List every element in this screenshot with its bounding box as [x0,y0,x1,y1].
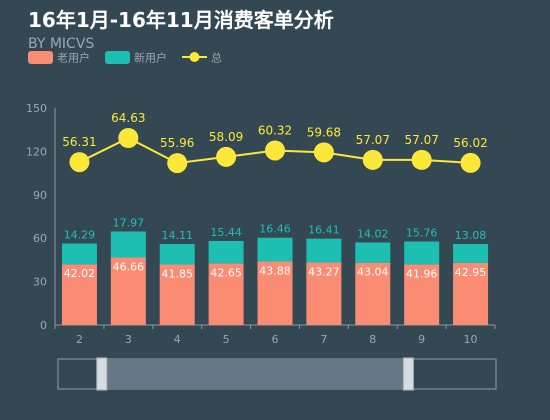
x-tick-label-2: 2 [76,333,83,346]
label-old-users-10: 42.95 [455,266,487,279]
label-old-users-9: 41.96 [406,267,438,280]
x-tick-label-6: 6 [272,333,279,346]
label-total-8: 57.07 [356,133,390,147]
x-tick-label-8: 8 [369,333,376,346]
bar-new-users-2[interactable] [61,243,97,265]
bar-new-users-4[interactable] [159,244,195,265]
label-total-2: 56.31 [62,135,96,149]
legend-old-users-label[interactable]: 老用户 [57,51,90,65]
x-tick-label-10: 10 [464,333,478,346]
bar-old-users-8[interactable] [355,262,391,325]
label-new-users-5: 15.44 [210,226,242,239]
label-old-users-2: 42.02 [64,267,96,280]
y-tick-label-120: 120 [26,145,47,158]
x-tick-label-4: 4 [174,333,181,346]
label-old-users-6: 43.88 [259,265,291,278]
bar-old-users-2[interactable] [61,264,97,325]
bar-old-users-9[interactable] [404,264,440,325]
y-tick-label-0: 0 [40,319,47,332]
legend-total-label[interactable]: 总 [211,51,222,65]
zoom-slider-selection[interactable] [101,359,409,389]
y-tick-label-90: 90 [33,189,47,202]
chart-subtitle: BY MICVS [28,36,95,52]
bar-new-users-6[interactable] [257,237,293,262]
legend-new-users-label[interactable]: 新用户 [134,51,167,65]
bar-old-users-3[interactable] [110,257,146,325]
x-tick-label-5: 5 [223,333,230,346]
bar-old-users-6[interactable] [257,261,293,325]
point-total-9[interactable] [411,149,432,170]
point-total-3[interactable] [118,128,139,149]
label-total-3: 64.63 [111,111,145,125]
label-old-users-3: 46.66 [113,260,145,273]
bar-old-users-10[interactable] [453,262,489,325]
point-total-6[interactable] [265,140,285,161]
point-total-10[interactable] [460,152,481,173]
bar-old-users-5[interactable] [208,263,244,325]
x-tick-label-7: 7 [320,333,327,346]
label-new-users-3: 17.97 [113,217,145,230]
label-old-users-8: 43.04 [357,266,389,279]
point-total-2[interactable] [69,152,90,173]
bar-old-users-7[interactable] [306,262,342,325]
label-old-users-5: 42.65 [210,266,242,279]
point-total-7[interactable] [313,142,334,163]
x-tick-label-9: 9 [418,333,425,346]
x-tick-label-3: 3 [125,333,132,346]
bar-new-users-10[interactable] [453,243,489,263]
bar-new-users-7[interactable] [306,238,342,263]
point-total-4[interactable] [167,153,188,174]
label-total-6: 60.32 [258,123,292,137]
y-tick-label-150: 150 [26,102,47,115]
chart-title: 16年1月-16年11月消费客单分析 [28,8,334,32]
zoom-slider-start-handle[interactable] [96,357,108,391]
label-new-users-8: 14.02 [357,227,389,240]
label-total-10: 56.02 [453,136,487,150]
label-total-9: 57.07 [404,133,438,147]
y-tick-label-60: 60 [33,232,47,245]
bar-new-users-8[interactable] [355,242,391,263]
label-total-5: 58.09 [209,130,243,144]
label-new-users-6: 16.46 [259,223,291,236]
label-new-users-7: 16.41 [308,224,340,237]
label-new-users-2: 14.29 [64,229,96,242]
label-total-7: 59.68 [307,125,341,139]
y-tick-label-30: 30 [33,276,47,289]
legend-total-swatch-dot [189,52,200,62]
bar-new-users-3[interactable] [110,231,146,258]
point-total-5[interactable] [216,146,237,167]
bar-new-users-5[interactable] [208,240,244,264]
label-total-4: 55.96 [160,136,194,150]
bar-new-users-9[interactable] [404,241,440,265]
point-total-8[interactable] [362,149,383,170]
label-new-users-10: 13.08 [455,229,487,242]
bar-old-users-4[interactable] [159,264,195,325]
label-old-users-7: 43.27 [308,265,340,278]
label-new-users-9: 15.76 [406,226,438,239]
label-new-users-4: 14.11 [161,229,193,242]
legend-new-users-swatch [105,51,130,64]
label-old-users-4: 41.85 [161,267,193,280]
legend-old-users-swatch [28,51,53,64]
zoom-slider-end-handle[interactable] [402,357,414,391]
